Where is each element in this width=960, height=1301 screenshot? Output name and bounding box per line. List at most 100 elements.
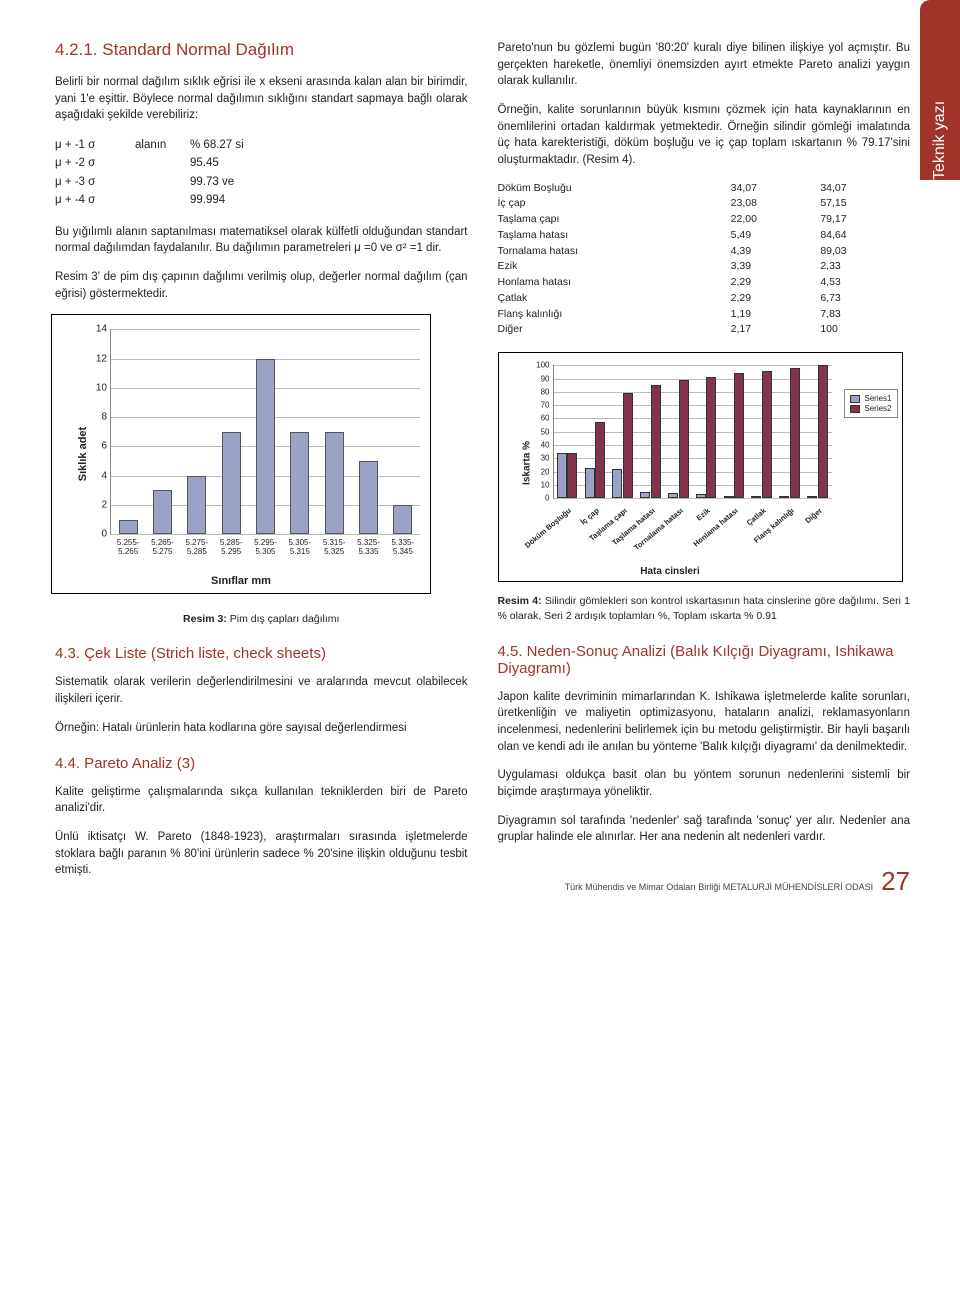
footer-org: Türk Mühendis ve Mimar Odaları Birliği M… [565,882,873,892]
defect-val: 100 [820,322,910,338]
pareto-bar-s1 [557,453,567,498]
defect-val: 6,73 [820,291,910,307]
y-tick-label: 8 [83,412,107,423]
y-tick-label: 12 [83,353,107,364]
defect-val: 1,19 [731,307,821,323]
defect-val: 22,00 [731,212,821,228]
x-axis-title: Hata cinsleri [499,566,842,577]
sigma-val: 95.45 [190,154,219,172]
sigma-val: 99.73 ve [190,173,234,191]
histogram-bar [256,359,275,535]
pareto-bar-s1 [640,492,650,499]
defect-val: 2,29 [731,291,821,307]
para: Örneğin, kalite sorunlarının büyük kısmı… [498,102,911,169]
defect-table: Döküm Boşluğu34,0734,07İç çap23,0857,15T… [498,181,911,339]
caption-3: Resim 3: Pim dış çapları dağılımı [55,612,468,627]
heading-45: 4.5. Neden-Sonuç Analizi (Balık Kılçığı … [498,643,911,677]
defect-name: İç çap [498,196,731,212]
histogram-bar [290,432,309,535]
para: Japon kalite devriminin mimarlarından K.… [498,689,911,756]
x-tick-label: Çatlak [745,506,768,527]
histogram-bar [187,476,206,535]
defect-val: 34,07 [731,181,821,197]
x-tick-label: 5.275-5.285 [179,538,215,556]
sigma-key: μ + -4 σ [55,191,135,209]
page-number: 27 [881,866,910,897]
x-tick-label: İç çap [579,506,601,527]
y-tick-label: 60 [526,414,550,423]
defect-val: 2,29 [731,275,821,291]
pareto-bar-s2 [762,371,772,499]
defect-val: 23,08 [731,196,821,212]
pareto-bar-s1 [779,496,789,498]
y-tick-label: 100 [526,361,550,370]
x-tick-label: 5.285-5.295 [213,538,249,556]
page-footer: Türk Mühendis ve Mimar Odaları Birliği M… [565,866,910,897]
sigma-mid [135,173,190,191]
pareto-bar-s1 [696,494,706,498]
histogram-bar [393,505,412,534]
para: Örneğin: Hatalı ürünlerin hata kodlarına… [55,720,468,737]
sigma-table: μ + -1 σalanın% 68.27 si μ + -2 σ 95.45 μ +… [55,136,468,210]
heading-421: 4.2.1. Standard Normal Dağılım [55,40,468,60]
defect-name: Çatlak [498,291,731,307]
sigma-mid: alanın [135,136,190,154]
x-tick-label: 5.305-5.315 [282,538,318,556]
pareto-bar-s2 [651,385,661,498]
y-tick-label: 80 [526,387,550,396]
y-tick-label: 40 [526,441,550,450]
pareto-bar-s1 [724,496,734,499]
pareto-bar-s2 [679,380,689,498]
sigma-mid [135,191,190,209]
y-tick-label: 30 [526,454,550,463]
x-tick-label: Ezik [695,506,712,523]
pareto-bar-s2 [595,422,605,498]
defect-name: Tornalama hatası [498,244,731,260]
y-tick-label: 90 [526,374,550,383]
caption-4: Resim 4: Silindir gömlekleri son kontrol… [498,594,911,624]
defect-name: Diğer [498,322,731,338]
pareto-bar-s2 [706,377,716,498]
para: Resim 3' de pim dış çapının dağılımı ver… [55,269,468,302]
histogram-bar [153,490,172,534]
x-tick-label: 5.325-5.335 [351,538,387,556]
pareto-bar-s2 [567,453,577,498]
pareto-bar-s2 [623,393,633,498]
pareto-bar-s2 [818,365,828,498]
y-tick-label: 14 [83,324,107,335]
histogram-bar [325,432,344,535]
x-tick-label: 5.315-5.325 [316,538,352,556]
histogram-bar [359,461,378,534]
defect-val: 3,39 [731,259,821,275]
defect-name: Honlama hatası [498,275,731,291]
defect-name: Flanş kalınlığı [498,307,731,323]
sigma-key: μ + -2 σ [55,154,135,172]
sigma-key: μ + -1 σ [55,136,135,154]
sigma-val: % 68.27 si [190,136,244,154]
sigma-val: 99.994 [190,191,225,209]
y-tick-label: 10 [83,382,107,393]
para: Ünlü iktisatçı W. Pareto (1848-1923), ar… [55,829,468,879]
para: Pareto'nun bu gözlemi bugün '80:20' kura… [498,40,911,90]
defect-val: 5,49 [731,228,821,244]
y-tick-label: 0 [83,529,107,540]
y-tick-label: 70 [526,401,550,410]
defect-name: Taşlama hatası [498,228,731,244]
y-tick-label: 10 [526,480,550,489]
histogram-bar [222,432,241,535]
x-tick-label: 5.335-5.345 [385,538,421,556]
pareto-bar-s1 [585,468,595,499]
side-tab: Teknik yazı [920,0,960,180]
pareto-bar-s1 [751,496,761,499]
defect-val: 34,07 [820,181,910,197]
heading-44: 4.4. Pareto Analiz (3) [55,755,468,772]
right-column: Pareto'nun bu gözlemi bugün '80:20' kura… [498,40,911,891]
histogram-bar [119,520,138,535]
pareto-bar-s2 [790,368,800,498]
x-tick-label: Tornalama hatası [632,506,685,552]
defect-name: Taşlama çapı [498,212,731,228]
pareto-bar-s1 [668,493,678,498]
defect-val: 57,15 [820,196,910,212]
chart-legend: Series1 Series2 [844,389,897,418]
y-tick-label: 50 [526,427,550,436]
